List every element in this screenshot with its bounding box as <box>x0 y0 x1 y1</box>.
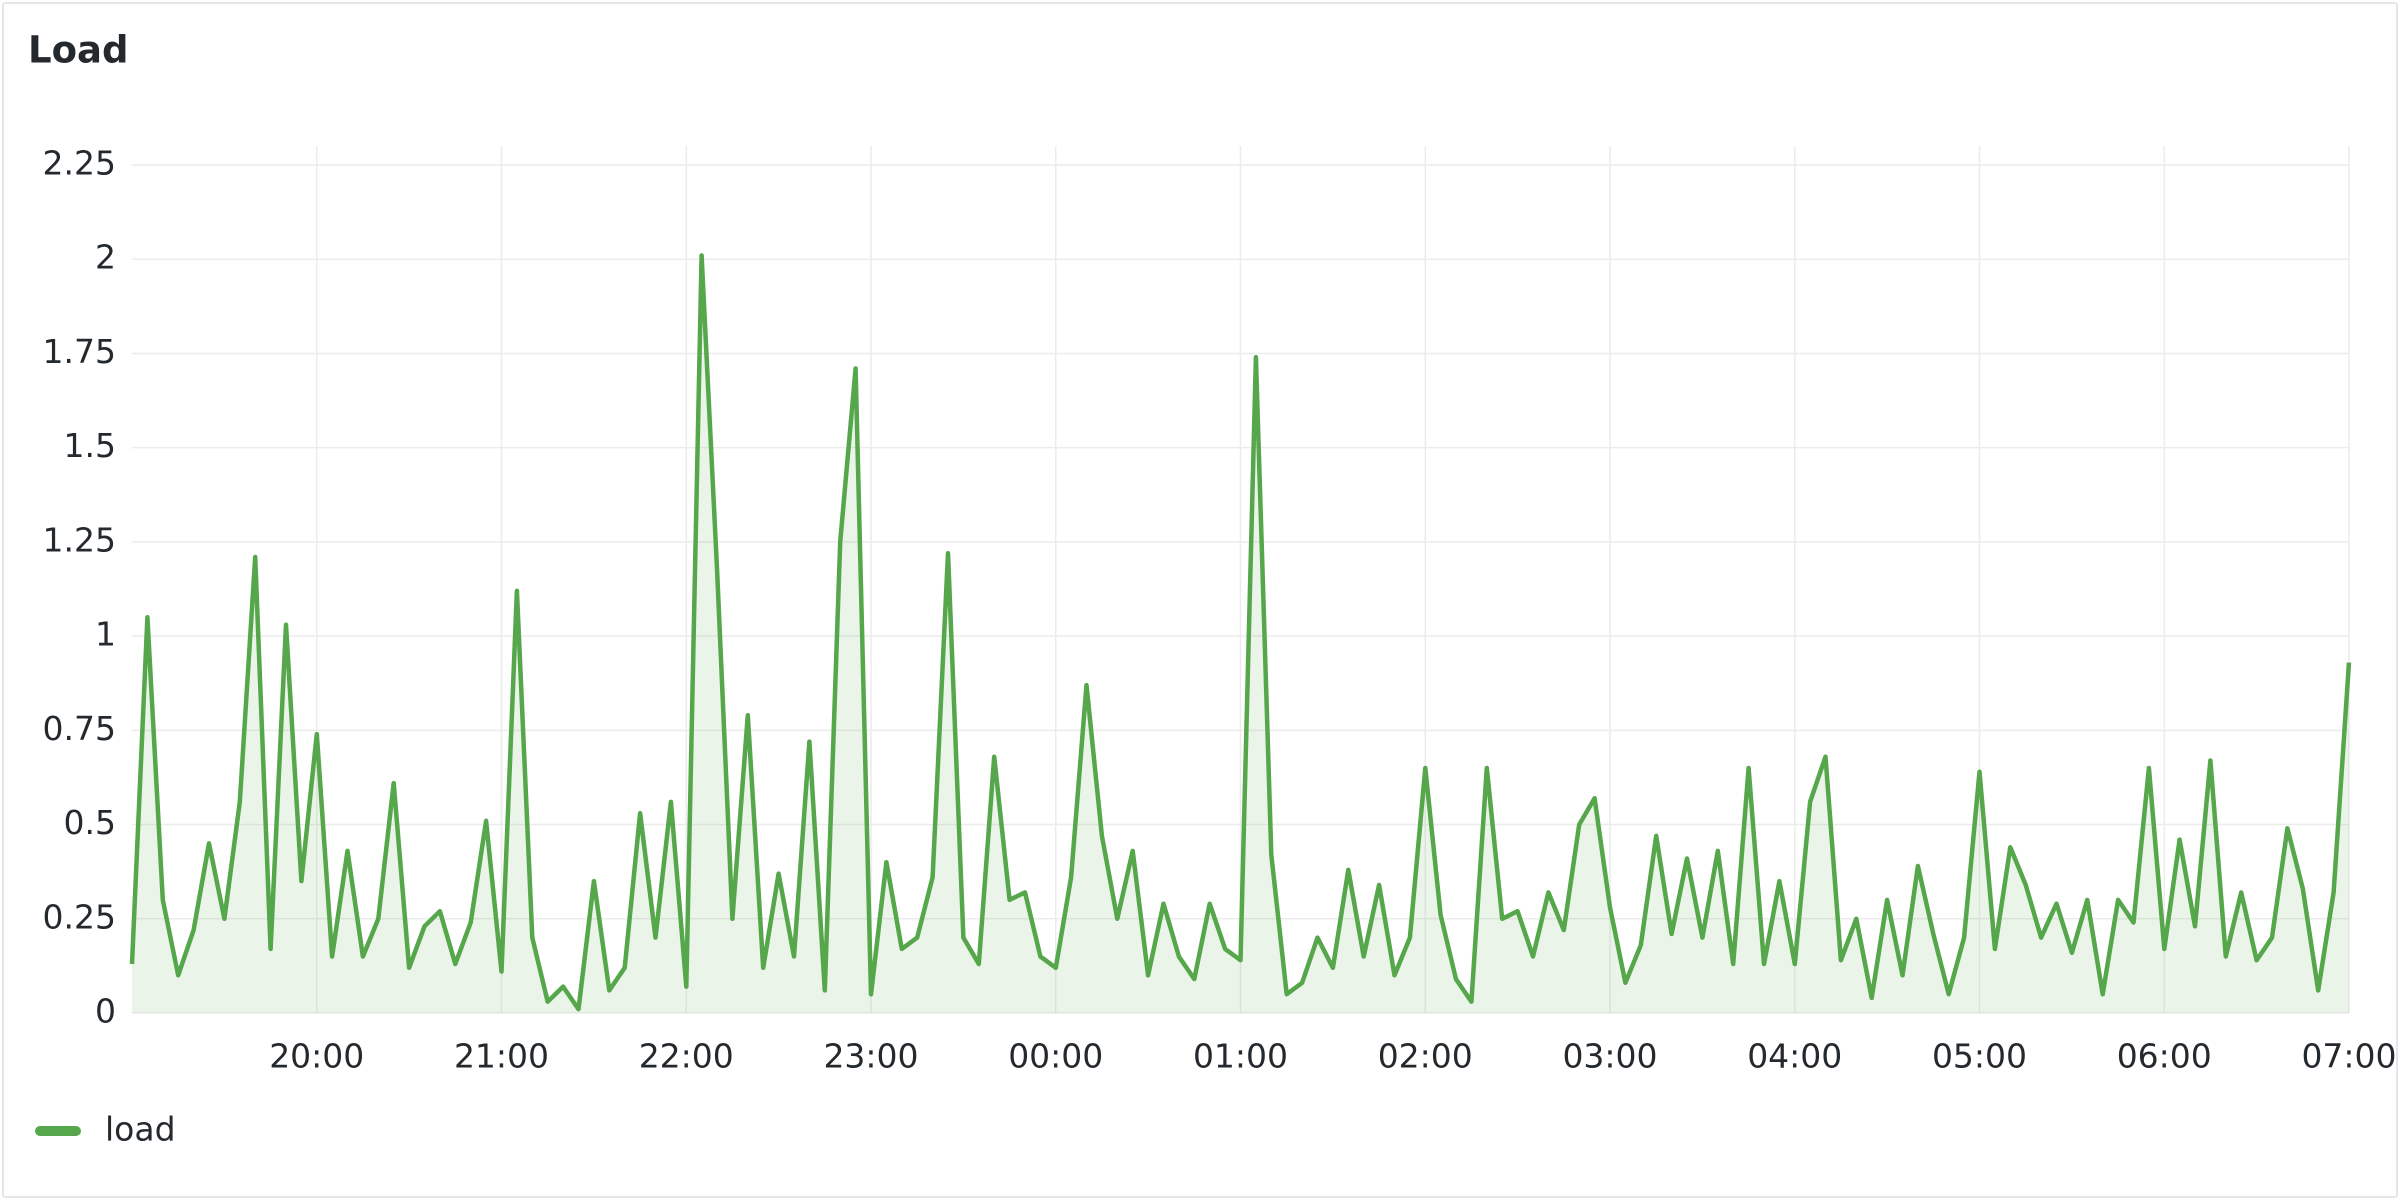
y-tick-label: 0.5 <box>64 803 116 842</box>
x-tick-label: 01:00 <box>1193 1037 1288 1076</box>
y-tick-label: 2 <box>95 238 116 277</box>
line <box>129 253 2352 1012</box>
legend-label: load <box>105 1110 176 1149</box>
y-tick-label: 0 <box>95 992 116 1031</box>
x-tick-label: 04:00 <box>1747 1037 1842 1076</box>
y-tick-label: 0.25 <box>43 897 116 936</box>
x-tick-label: 02:00 <box>1378 1037 1473 1076</box>
y-tick-label: 2.25 <box>43 144 116 183</box>
area-fill <box>132 255 2349 1013</box>
x-tick-label: 00:00 <box>1008 1037 1103 1076</box>
x-tick-label: 21:00 <box>454 1037 549 1076</box>
y-tick-label: 0.75 <box>43 709 116 748</box>
y-tick-label: 1 <box>95 615 116 654</box>
x-tick-label: 23:00 <box>823 1037 918 1076</box>
y-tick-label: 1.25 <box>43 520 116 559</box>
x-tick-label: 20:00 <box>269 1037 364 1076</box>
x-tick-label: 06:00 <box>2117 1037 2212 1076</box>
x-tick-label: 22:00 <box>639 1037 734 1076</box>
y-tick-label: 1.75 <box>43 332 116 371</box>
x-tick-label: 05:00 <box>1932 1037 2027 1076</box>
x-tick-label: 03:00 <box>1562 1037 1657 1076</box>
y-tick-label: 1.5 <box>64 426 116 465</box>
x-tick-label: 07:00 <box>2301 1037 2396 1076</box>
panel-title: Load <box>28 29 128 72</box>
